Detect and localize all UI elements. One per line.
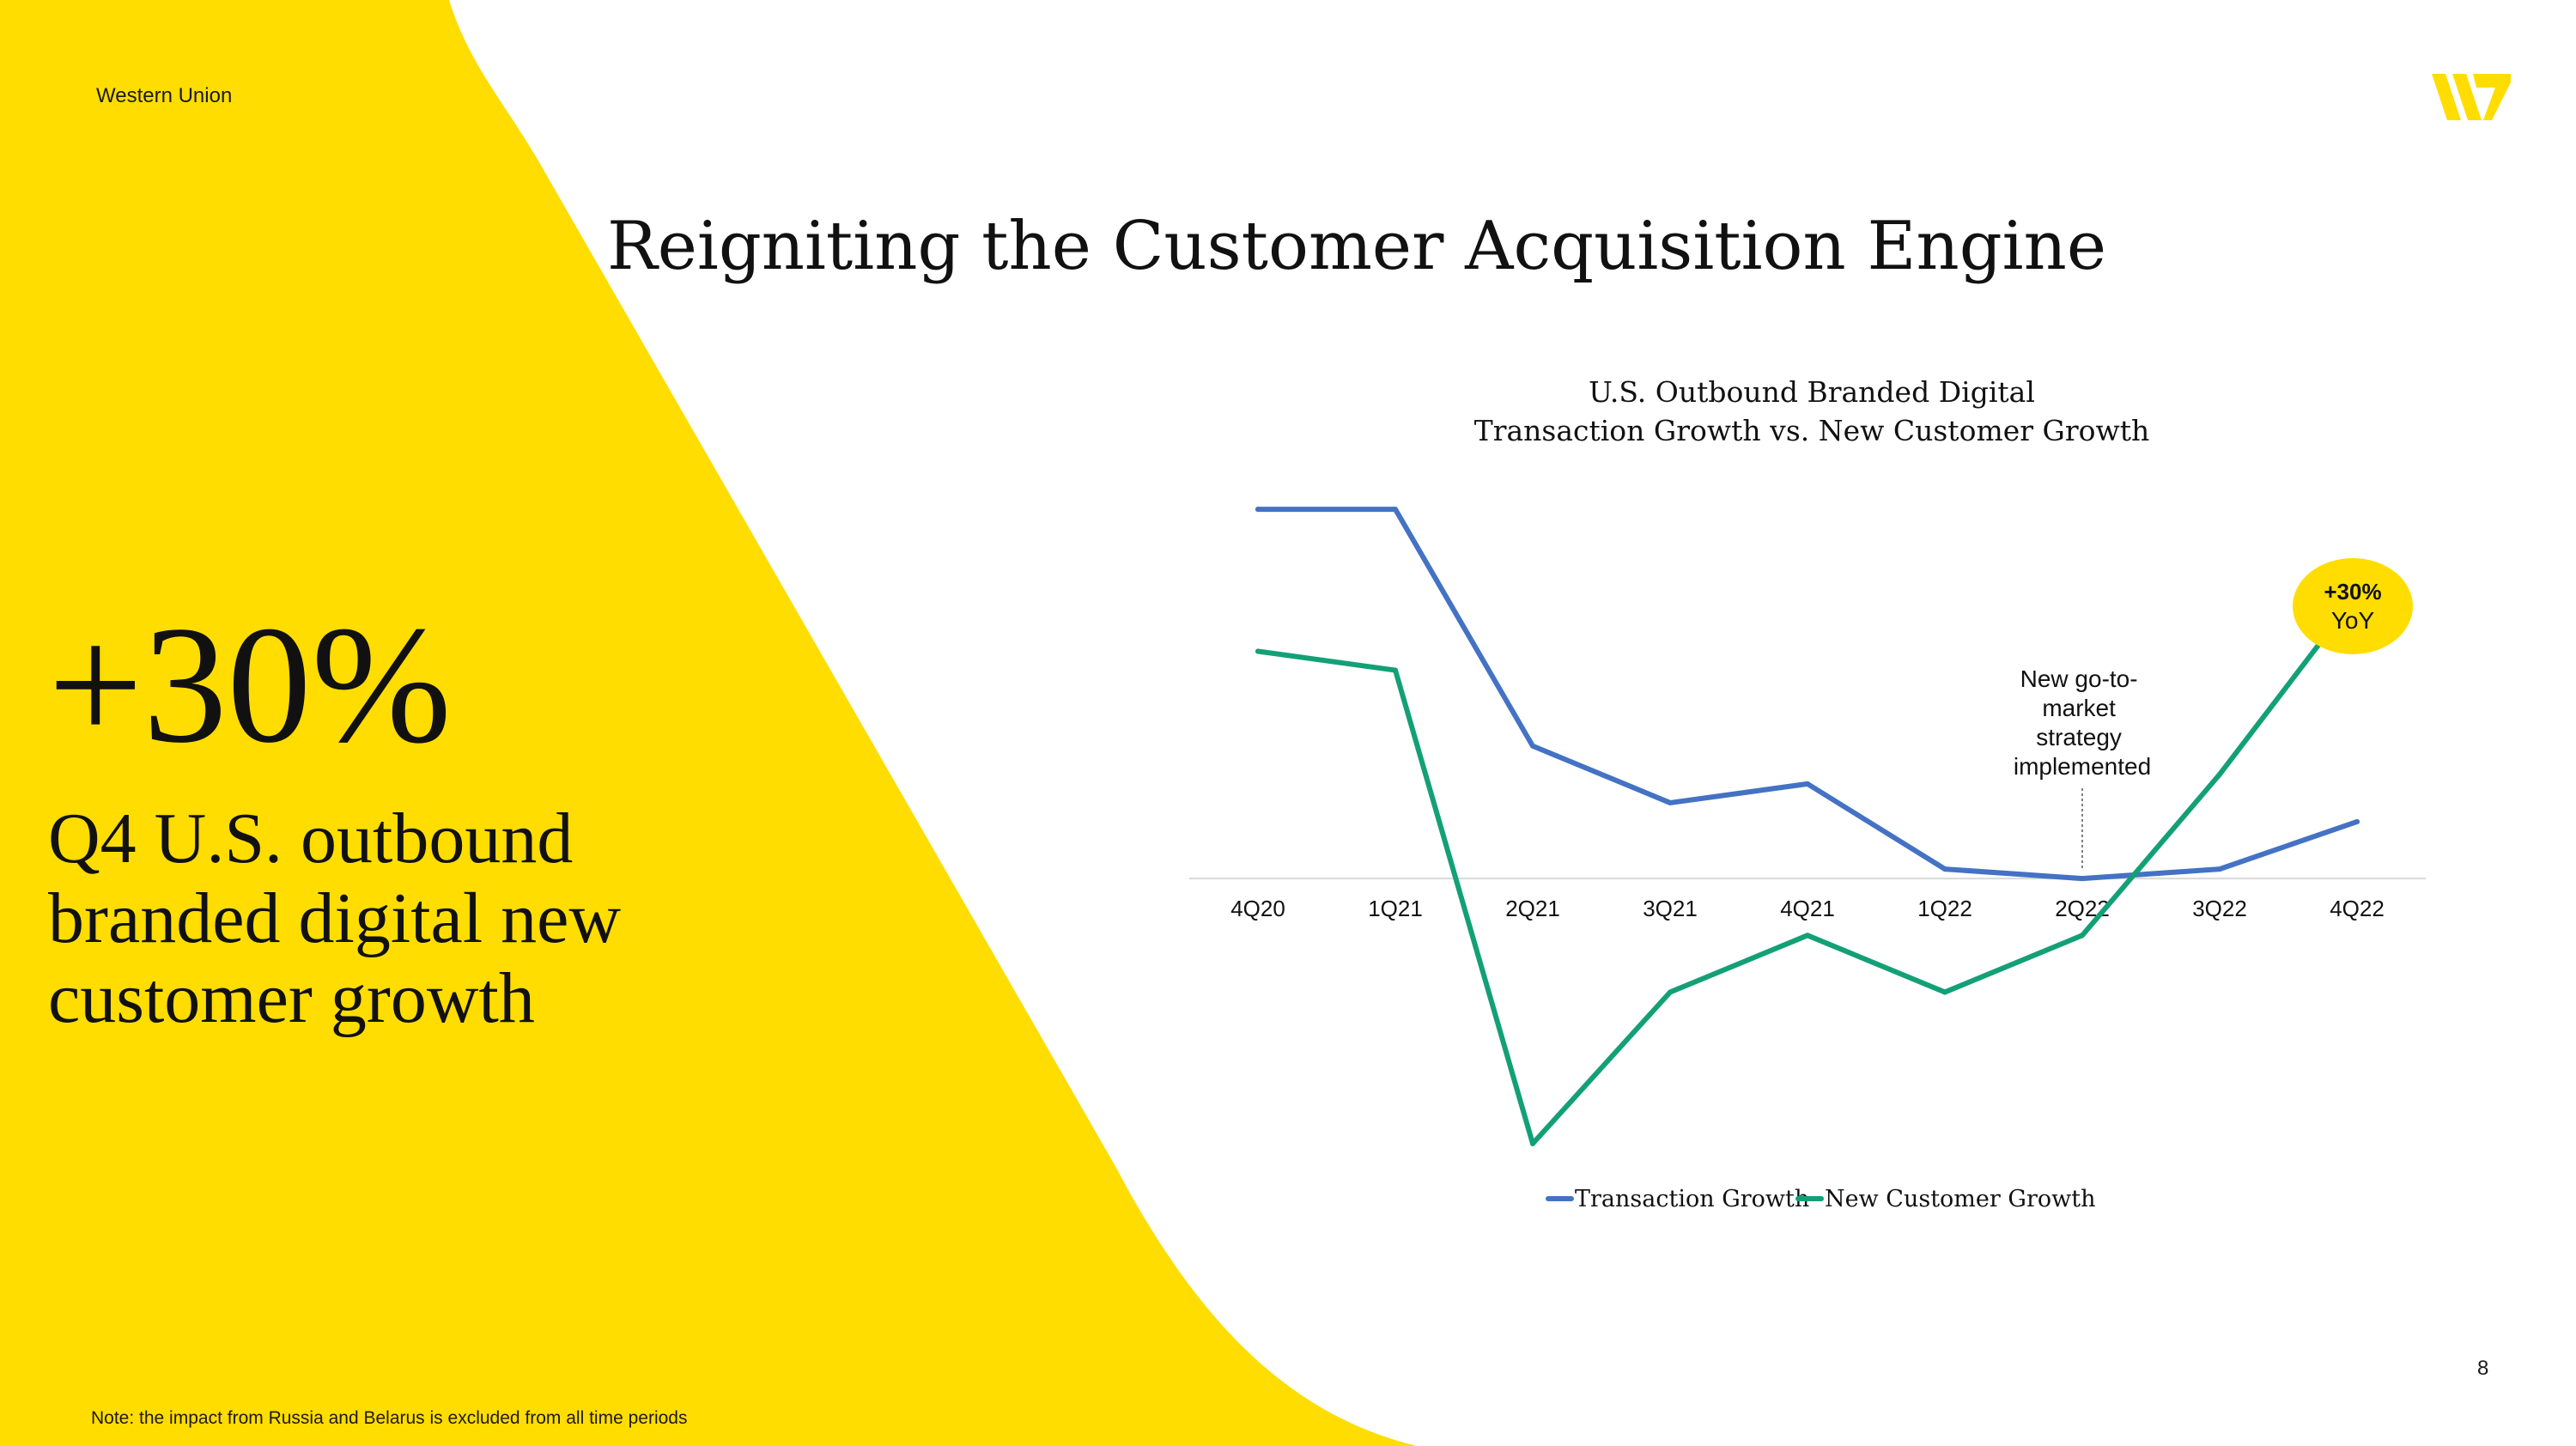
yoy-callout-value: +30% <box>2324 579 2381 605</box>
x-tick-label: 4Q22 <box>2330 896 2385 921</box>
data-point <box>2217 866 2222 872</box>
chart-legend: Transaction Growth New Customer Growth <box>1546 1186 2095 1212</box>
legend-new-customer-label: New Customer Growth <box>1825 1186 2095 1212</box>
data-point <box>2217 771 2222 777</box>
data-point <box>1255 507 1261 513</box>
annotation-line-1: New go-to- <box>2020 665 2138 692</box>
company-name: Western Union <box>96 84 233 107</box>
annotation-line-3: strategy <box>2036 724 2122 750</box>
annotation-text: New go-to- market strategy implemented <box>2014 665 2151 780</box>
data-point <box>1942 866 1947 872</box>
page-number: 8 <box>2477 1357 2489 1380</box>
data-point <box>1530 1140 1535 1146</box>
x-tick-label: 1Q22 <box>1917 896 1972 921</box>
chart-title-line2: Transaction Growth vs. New Customer Grow… <box>1473 414 2150 447</box>
annotation-line-2: market <box>2042 695 2116 721</box>
data-point <box>2354 818 2360 824</box>
yoy-callout-circle <box>2293 558 2413 654</box>
data-point <box>1393 507 1398 513</box>
chart-title: U.S. Outbound Branded Digital Transactio… <box>1279 373 2344 450</box>
yoy-callout-label: YoY <box>2331 607 2375 634</box>
data-point <box>2080 876 2085 882</box>
data-point <box>1255 648 1261 654</box>
x-tick-label: 3Q22 <box>2192 896 2247 921</box>
annotation-line-4: implemented <box>2014 753 2151 780</box>
slide-title: Reigniting the Customer Acquisition Engi… <box>606 208 2106 285</box>
data-point <box>1668 989 1673 995</box>
x-tick-label: 4Q21 <box>1780 896 1835 921</box>
data-point <box>1668 799 1673 805</box>
data-point <box>1805 933 1810 939</box>
x-tick-label: 2Q21 <box>1505 896 1560 921</box>
x-tick-label: 2Q22 <box>2055 896 2110 921</box>
footnote: Note: the impact from Russia and Belarus… <box>91 1408 688 1428</box>
big-stat-value: +30% <box>48 592 452 778</box>
transaction-growth-line <box>1255 507 2360 882</box>
chart-title-line1: U.S. Outbound Branded Digital <box>1589 375 2035 409</box>
data-point <box>1805 781 1810 787</box>
data-point <box>1393 667 1398 673</box>
data-point <box>1942 989 1947 995</box>
x-tick-label: 1Q21 <box>1368 896 1423 921</box>
stat-description: Q4 U.S. outbound branded digital new cus… <box>48 799 622 1038</box>
x-tick-label: 3Q21 <box>1643 896 1698 921</box>
western-union-logo-icon <box>2432 74 2511 120</box>
x-tick-label: 4Q20 <box>1230 896 1285 921</box>
legend-transaction-label: Transaction Growth <box>1575 1186 1809 1212</box>
data-point <box>2080 933 2085 939</box>
data-point <box>1530 743 1535 749</box>
